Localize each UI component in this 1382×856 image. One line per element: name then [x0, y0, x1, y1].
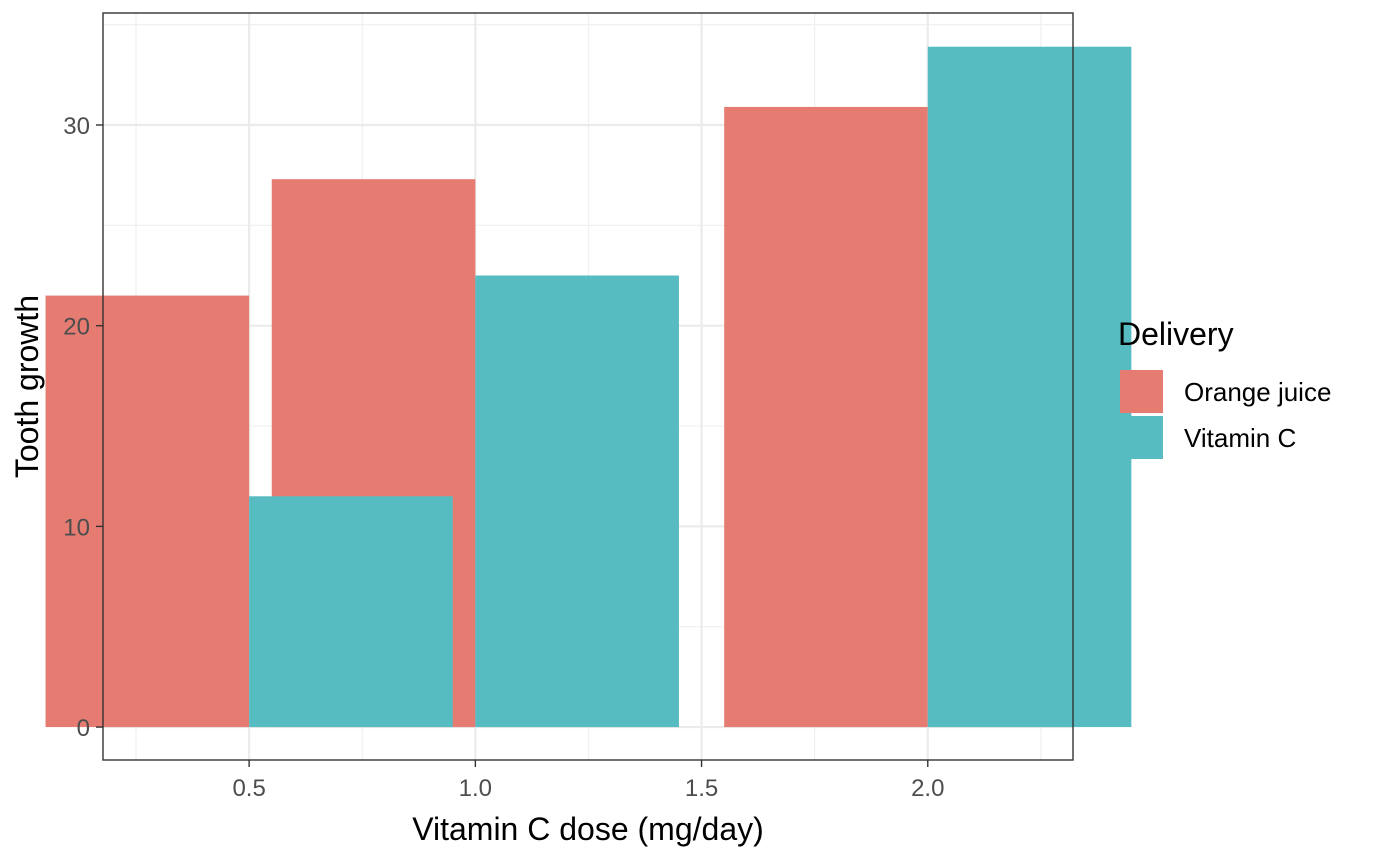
legend-swatch-orange-juice [1120, 370, 1163, 413]
x-tick-label: 1.5 [685, 775, 718, 802]
bar-orange-juice [45, 295, 250, 728]
bars [45, 46, 1132, 728]
x-tick-label: 2.0 [911, 775, 944, 802]
y-tick-label: 0 [77, 715, 90, 742]
x-axis-title: Vitamin C dose (mg/day) [412, 811, 764, 847]
x-tick-label: 0.5 [232, 775, 265, 802]
legend: Delivery Orange juice Vitamin C [1118, 316, 1331, 459]
x-axis: 0.5 1.0 1.5 2.0 [232, 760, 944, 802]
panel-border [102, 12, 1074, 761]
y-tick-label: 20 [63, 314, 90, 341]
legend-label: Vitamin C [1184, 423, 1296, 453]
bar-orange-juice [724, 106, 928, 728]
bar-vitamin-c [475, 275, 679, 728]
legend-swatch-vitamin-c [1120, 416, 1163, 459]
y-axis-title: Tooth growth [9, 295, 45, 478]
y-axis: 0 10 20 30 [63, 113, 103, 742]
legend-title: Delivery [1118, 316, 1234, 352]
bar-vitamin-c [927, 46, 1132, 728]
y-tick-label: 30 [63, 113, 90, 140]
bar-vitamin-c [249, 496, 453, 728]
x-tick-label: 1.0 [459, 775, 492, 802]
y-tick-label: 10 [63, 514, 90, 541]
legend-label: Orange juice [1184, 377, 1331, 407]
